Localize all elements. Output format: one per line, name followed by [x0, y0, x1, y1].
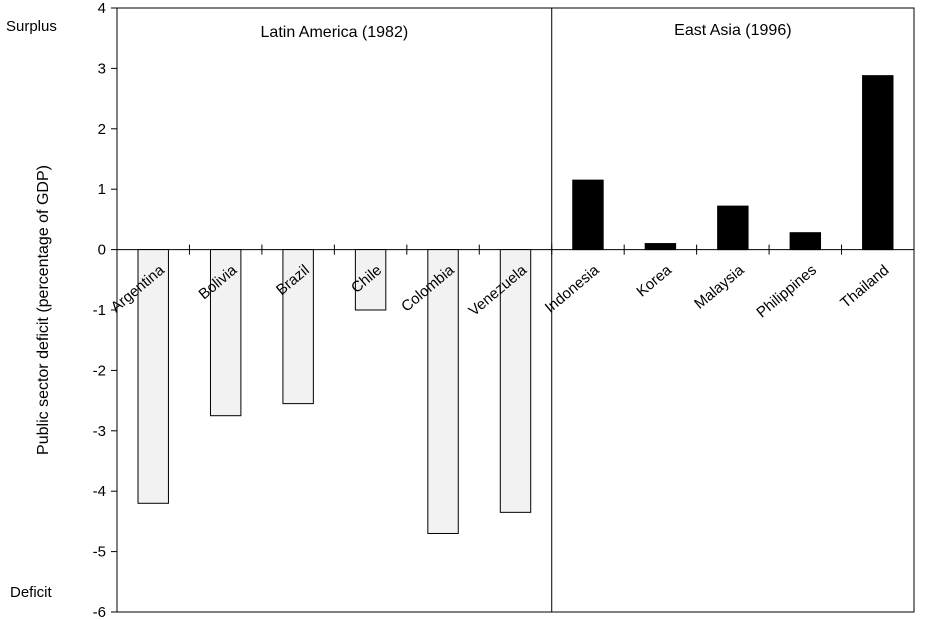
y-tick-label: -3 [93, 423, 106, 440]
category-label-korea: Korea [633, 261, 675, 300]
y-tick-label: 1 [98, 181, 106, 198]
category-label-thailand: Thailand [837, 262, 892, 312]
region-label-latin-america: Latin America (1982) [261, 24, 409, 41]
bar-venezuela [499, 249, 532, 513]
plot-area: 4 3 2 1 0 -1 -2 -3 -4 -5 -6 Latin America (1982) Eas… [93, 0, 915, 620]
region-label-east-asia: East Asia (1996) [674, 22, 791, 39]
y-tick-label: -1 [93, 302, 106, 319]
y-tick-label: 2 [98, 121, 106, 138]
surplus-label: Surplus [6, 18, 57, 35]
category-label-philippines: Philippines [753, 262, 820, 322]
y-tick-label: 3 [98, 60, 106, 77]
bar-argentina [137, 249, 169, 504]
y-axis-title: Public sector deficit (percentage of GDP… [35, 165, 52, 455]
bar-malaysia [717, 205, 749, 251]
y-tick-label: -2 [93, 362, 106, 379]
y-tick-label: -6 [93, 604, 106, 620]
bar-korea [644, 243, 677, 251]
bar-thailand [862, 75, 894, 251]
bar-colombia [427, 249, 459, 534]
y-tick-label: 0 [98, 242, 106, 259]
category-label-malaysia: Malaysia [691, 261, 748, 312]
category-label-indonesia: Indonesia [542, 261, 603, 316]
y-tick-label: -5 [93, 544, 106, 561]
bar-indonesia [572, 179, 604, 251]
y-tick-label: -4 [93, 483, 106, 500]
bar-brazil [282, 249, 314, 405]
y-tick-label: 4 [98, 0, 106, 17]
bar-philippines [789, 232, 822, 251]
deficit-label: Deficit [10, 584, 53, 601]
bar-chile [354, 249, 387, 311]
bar-bolivia [209, 249, 242, 417]
